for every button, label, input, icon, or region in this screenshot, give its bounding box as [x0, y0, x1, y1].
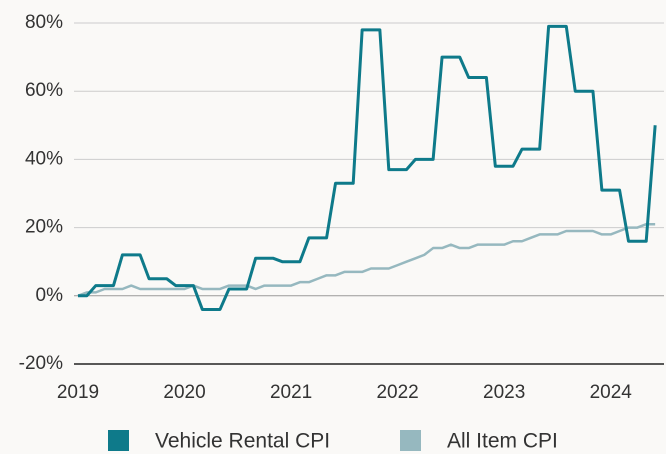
x-tick-label: 2023 [483, 382, 525, 403]
legend-swatch [400, 430, 421, 451]
y-tick-label: 60% [25, 80, 63, 101]
x-tick-label: 2024 [590, 382, 633, 403]
y-tick-label: -20% [19, 353, 63, 374]
series-line [77, 222, 656, 297]
x-tick-label: 2021 [270, 382, 312, 403]
x-tick-label: 2020 [163, 382, 205, 403]
series-line [78, 24, 657, 311]
legend-swatch [108, 430, 129, 451]
y-tick-label: 40% [25, 148, 63, 169]
legend-label: Vehicle Rental CPI [155, 430, 330, 453]
y-tick-label: 80% [25, 12, 63, 33]
legend-label: All Item CPI [447, 430, 558, 453]
y-tick-label: 20% [25, 217, 63, 238]
x-tick-label: 2019 [57, 382, 99, 403]
y-tick-label: 0% [36, 285, 64, 306]
x-tick-label: 2022 [376, 382, 418, 403]
